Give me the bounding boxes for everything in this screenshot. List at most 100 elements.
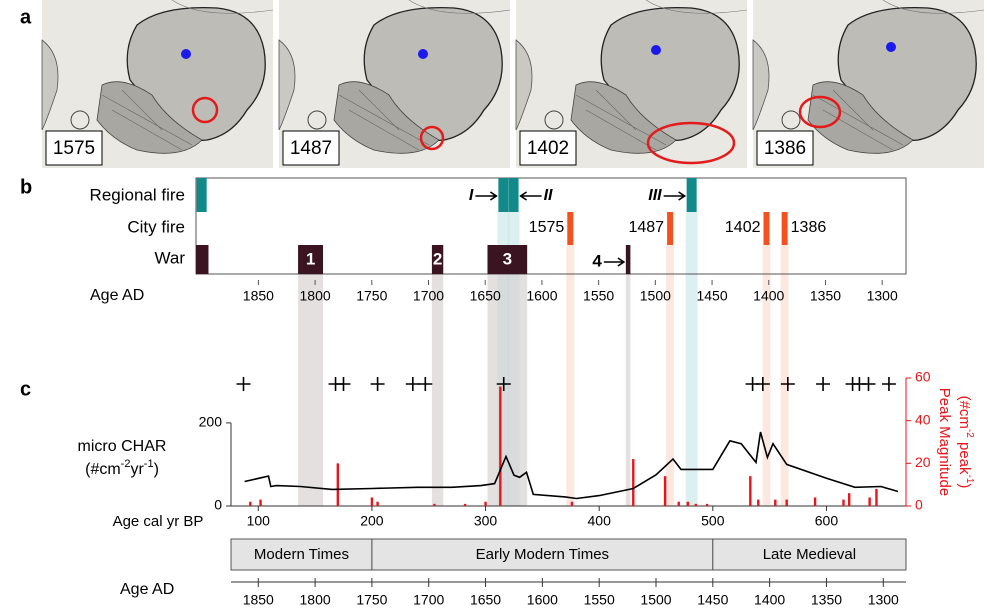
event-band	[762, 245, 770, 506]
panel-label: c	[20, 378, 31, 400]
peak-marker	[406, 377, 420, 391]
x2-tick-label: 1550	[584, 592, 615, 608]
peak-bar	[868, 497, 870, 506]
peak-bar	[848, 493, 850, 506]
x2-tick-label: 1850	[243, 592, 274, 608]
x-tick-label: 1550	[583, 288, 614, 304]
event-band	[686, 212, 698, 506]
map-year: 1575	[53, 138, 95, 159]
row-label: Regional fire	[90, 185, 185, 204]
x-axis-label: Age cal yr BP	[113, 513, 204, 530]
y-tick-label: 0	[214, 497, 222, 513]
y2-axis-label-part: peak	[956, 438, 973, 475]
map-year: 1487	[290, 138, 332, 159]
peak-bar	[695, 504, 697, 506]
city-fire-bar	[763, 212, 769, 245]
x-tick-label: 1600	[526, 288, 557, 304]
regional-fire-bar	[498, 178, 508, 212]
y-tick-label: 200	[199, 414, 223, 430]
event-band	[781, 245, 789, 506]
x2-tick-label: 1700	[413, 592, 444, 608]
war-label: 4	[592, 251, 602, 270]
peak-bar	[664, 476, 666, 506]
x-tick-label: 1750	[356, 288, 387, 304]
city-fire-bar	[567, 212, 573, 245]
arrow	[521, 192, 542, 200]
y2-tick-label: 0	[915, 497, 923, 513]
x-tick-label: 300	[474, 513, 498, 529]
arrow	[475, 192, 496, 200]
city-fire-label: 1487	[628, 219, 664, 236]
event-band	[487, 274, 527, 506]
figure: a b c 1575 1487 1402 1	[0, 0, 987, 611]
row-label: War	[154, 248, 185, 267]
event-bands	[298, 212, 789, 506]
peak-bar	[499, 387, 501, 506]
city-fire-bar	[782, 212, 788, 245]
x-tick-label: 1650	[470, 288, 501, 304]
y2-tick-label: 20	[915, 454, 931, 470]
panel-label: b	[20, 176, 32, 198]
peak-bar	[571, 502, 573, 506]
x2-tick-label: 1450	[697, 592, 728, 608]
period-label: Modern Times	[254, 546, 349, 563]
event-band	[432, 274, 443, 506]
city-fire-label: 1575	[529, 219, 565, 236]
x-tick-label: 500	[701, 513, 725, 529]
peak-bar	[371, 497, 373, 506]
war-bar	[196, 245, 208, 274]
y2-axis-label-part: (#cm	[956, 396, 973, 429]
y2-tick-label: 40	[915, 411, 931, 427]
event-band	[298, 274, 323, 506]
y-axis-label-part: (#cm	[85, 461, 121, 478]
y-axis-label-part: -1	[144, 458, 154, 470]
y-axis-label-part: )	[154, 461, 159, 478]
peak-bar	[687, 502, 689, 506]
x-tick-label: 1450	[696, 288, 727, 304]
map-year: 1386	[764, 138, 806, 159]
x-tick-label: 1850	[243, 288, 274, 304]
peak-marker	[816, 377, 830, 391]
x-tick-label: 100	[247, 513, 271, 529]
peak-bar	[706, 504, 708, 506]
x-tick-label: 1350	[810, 288, 841, 304]
y2-axis-label: Peak Magnitude	[936, 388, 953, 496]
row-label: City fire	[127, 217, 185, 236]
peak-marker	[862, 377, 876, 391]
peak-bar	[757, 500, 759, 506]
x2-axis-label: Age AD	[120, 581, 174, 598]
x-tick-label: 1700	[413, 288, 444, 304]
war-label: 3	[503, 249, 512, 268]
y2-tick-label: 60	[915, 369, 931, 385]
period-label: Early Modern Times	[476, 546, 609, 563]
y2-axis-label: (#cm-2 peak-1)	[956, 396, 975, 489]
x-axis-label: Age AD	[90, 287, 144, 304]
event-band	[566, 245, 574, 506]
y-axis-label-part: yr	[130, 461, 144, 478]
peak-bar	[249, 502, 251, 506]
city-fire-bar	[667, 212, 673, 245]
map: 1575	[42, 0, 273, 168]
peak-bar	[376, 502, 378, 506]
peak-marker	[418, 377, 432, 391]
x2-tick-label: 1650	[470, 592, 501, 608]
y-axis-label: (#cm-2yr-1)	[85, 458, 159, 478]
map: 1402	[516, 0, 747, 168]
peak-bar	[678, 502, 680, 506]
y-axis-label-part: -2	[121, 458, 131, 470]
war-label: 2	[433, 249, 442, 268]
x2-tick-label: 1750	[356, 592, 387, 608]
x2-tick-label: 1300	[868, 592, 899, 608]
event-band	[626, 274, 631, 506]
x-tick-label: 1400	[753, 288, 784, 304]
map: 1487	[279, 0, 510, 168]
war-label: 1	[306, 249, 315, 268]
arrow	[664, 192, 685, 200]
city-fire-label: 1386	[791, 219, 827, 236]
x-tick-label: 1300	[867, 288, 898, 304]
regional-fire-label: II	[544, 187, 553, 204]
x2-tick-label: 1800	[300, 592, 331, 608]
arrow	[604, 258, 624, 266]
peak-bar	[814, 497, 816, 506]
x2-tick-label: 1500	[640, 592, 671, 608]
